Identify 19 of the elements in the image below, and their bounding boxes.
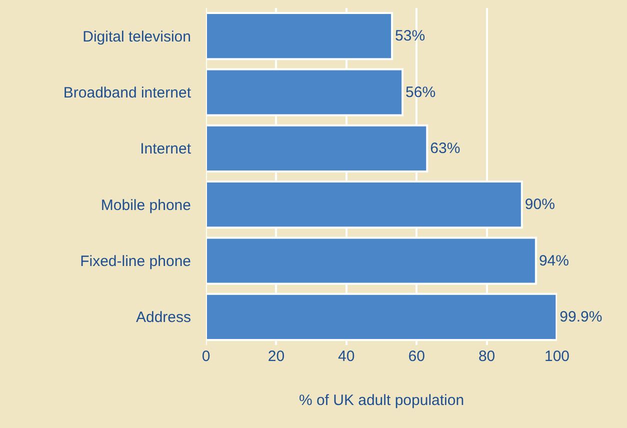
y-tick-label: Digital television: [82, 28, 191, 46]
data-label: 63%: [430, 140, 460, 157]
y-tick-label: Internet: [140, 140, 192, 158]
x-tick-label: 40: [338, 348, 355, 365]
x-axis-title: % of UK adult population: [298, 392, 464, 409]
data-label: 53%: [395, 28, 426, 45]
data-label: 94%: [538, 252, 569, 270]
x-tick-label: 0: [202, 348, 210, 365]
y-tick-label: Address: [136, 309, 191, 326]
data-label: 56%: [406, 84, 436, 101]
y-tick-label: Mobile phone: [100, 196, 191, 214]
data-label: 90%: [524, 196, 555, 214]
y-tick-label: Fixed-line phone: [80, 253, 191, 270]
x-tick-label: 20: [268, 348, 285, 365]
x-tick-label: 100: [544, 348, 570, 365]
data-label: 99.9%: [560, 308, 602, 326]
x-tick-label: 80: [478, 348, 496, 365]
y-tick-label: Broadband internet: [63, 84, 192, 102]
x-tick-label: 60: [408, 348, 425, 365]
